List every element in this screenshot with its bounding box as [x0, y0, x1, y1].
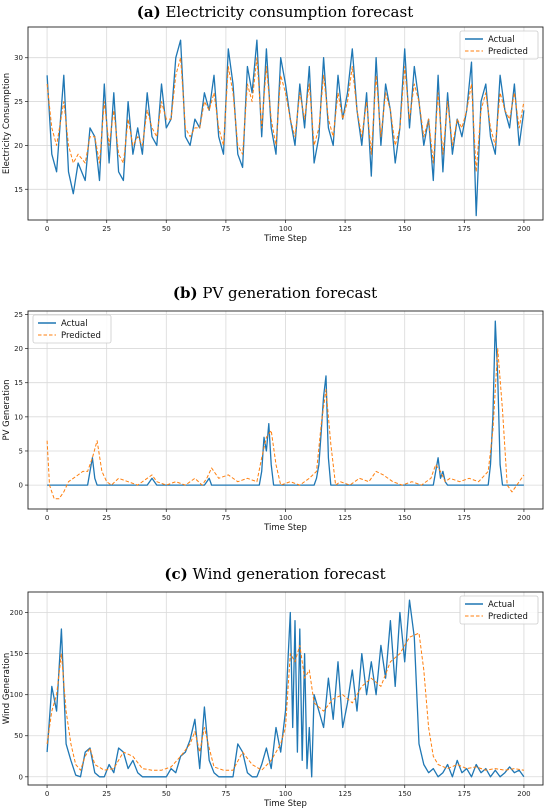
x-tick-label: 50	[162, 790, 171, 798]
x-tick-label: 150	[398, 514, 411, 522]
legend-label: Actual	[488, 600, 515, 610]
x-tick-label: 75	[221, 514, 230, 522]
x-tick-label: 125	[338, 514, 351, 522]
y-tick-label: 0	[19, 482, 23, 490]
chart-pv: 0 25 50 75 100 125 150 175 200 0 5 10 15 20 25 Time Ste…	[2, 310, 544, 533]
series-predicted-line	[46, 632, 524, 771]
x-tick-label: 25	[102, 514, 111, 522]
x-axis-label: Time Step	[263, 523, 307, 533]
series-actual-line	[46, 599, 525, 778]
series-predicted-line	[46, 57, 525, 173]
x-tick-label: 75	[221, 225, 230, 233]
y-tick-label: 15	[14, 379, 23, 387]
legend-label: Predicted	[61, 331, 101, 341]
chart-wind: 0 25 50 75 100 125 150 175 200 0 50 100 150 200 Time S…	[2, 591, 544, 809]
x-tick-label: 0	[45, 514, 49, 522]
plot-frame	[27, 26, 544, 221]
y-axis-label: Electricity Consumption	[2, 73, 12, 174]
y-tick-label: 0	[19, 773, 23, 781]
x-tick-label: 200	[517, 514, 530, 522]
x-tick-label: 100	[279, 514, 292, 522]
x-tick-label: 0	[45, 790, 49, 798]
grid-lines	[28, 592, 543, 785]
y-tick-label: 5	[19, 447, 23, 455]
x-tick-label: 175	[458, 225, 471, 233]
y-tick-label: 100	[10, 691, 23, 699]
legend-box	[459, 30, 539, 60]
legend: Actual Predicted	[459, 30, 539, 60]
x-tick-label: 175	[458, 790, 471, 798]
legend: Actual Predicted	[459, 595, 539, 625]
x-axis-label: Time Step	[263, 234, 307, 244]
plot-frame	[27, 591, 544, 786]
y-tick-label: 15	[14, 186, 23, 194]
x-tick-label: 50	[162, 225, 171, 233]
y-axis-label: PV Generation	[2, 379, 12, 440]
chart-title-a: (a) Electricity consumption forecast	[136, 3, 414, 21]
x-tick-label: 75	[221, 790, 230, 798]
legend-label: Actual	[61, 319, 88, 329]
legend-label: Predicted	[488, 612, 528, 622]
x-tick-label: 200	[517, 790, 530, 798]
legend-label: Actual	[488, 35, 515, 45]
y-axis-label: Wind Generation	[2, 653, 12, 724]
y-tick-label: 20	[14, 345, 23, 353]
x-tick-label: 125	[338, 790, 351, 798]
chart-title-b: (b) PV generation forecast	[172, 284, 378, 302]
x-tick-label: 150	[398, 790, 411, 798]
y-tick-label: 20	[14, 142, 23, 150]
x-tick-label: 100	[279, 790, 292, 798]
x-axis-label: Time Step	[263, 799, 307, 809]
x-tick-label: 0	[45, 225, 49, 233]
legend-label: Predicted	[488, 47, 528, 57]
y-tick-label: 30	[14, 54, 23, 62]
x-tick-label: 25	[102, 790, 111, 798]
y-tick-label: 150	[10, 650, 23, 658]
plot-frame	[27, 310, 544, 510]
legend-box	[32, 314, 112, 344]
y-tick-label: 10	[14, 413, 23, 421]
x-tick-label: 100	[279, 225, 292, 233]
x-tick-label: 150	[398, 225, 411, 233]
chart-title-c: (c) Wind generation forecast	[164, 565, 386, 583]
x-tick-label: 50	[162, 514, 171, 522]
legend-box	[459, 595, 539, 625]
legend: Actual Predicted	[32, 314, 112, 344]
y-tick-label: 200	[10, 609, 23, 617]
x-tick-label: 175	[458, 514, 471, 522]
grid-lines	[28, 27, 543, 220]
y-tick-label: 25	[14, 98, 23, 106]
x-tick-label: 125	[338, 225, 351, 233]
y-tick-label: 50	[14, 732, 23, 740]
x-tick-label: 25	[102, 225, 111, 233]
x-tick-label: 200	[517, 225, 530, 233]
y-tick-label: 25	[14, 311, 23, 319]
series-actual-line	[47, 320, 524, 486]
chart-electricity: 0 25 50 75 100 125 150 175 200 15 20 25 30 Time Step E…	[2, 26, 544, 244]
